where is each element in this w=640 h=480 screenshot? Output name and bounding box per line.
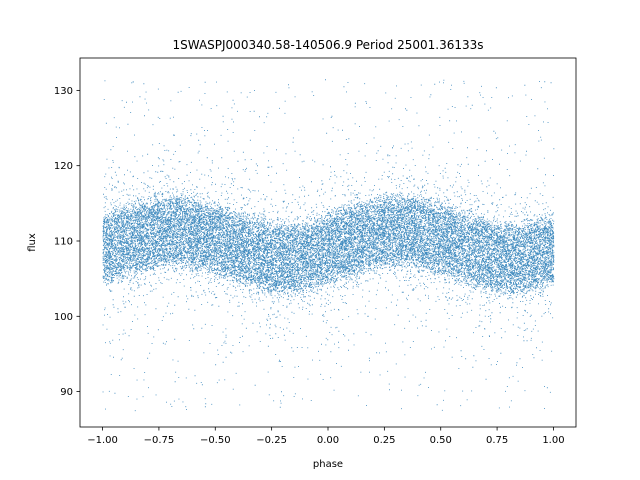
x-axis-label: phase bbox=[313, 459, 343, 470]
x-tick-label: −0.75 bbox=[144, 435, 175, 446]
y-tick-label: 100 bbox=[54, 312, 73, 323]
chart-title: 1SWASPJ000340.58-140506.9 Period 25001.3… bbox=[172, 38, 483, 52]
y-tick-label: 120 bbox=[54, 161, 73, 172]
x-tick-label: 0.00 bbox=[317, 435, 339, 446]
y-axis-label: flux bbox=[27, 233, 38, 252]
x-tick-label: 1.00 bbox=[542, 435, 564, 446]
y-tick-label: 130 bbox=[54, 86, 73, 97]
x-tick-label: −1.00 bbox=[87, 435, 118, 446]
x-tick-label: 0.75 bbox=[486, 435, 508, 446]
y-tick-label: 110 bbox=[54, 236, 73, 247]
scatter-points bbox=[102, 79, 555, 412]
y-axis-ticks: 90 100 110 120 130 bbox=[54, 86, 80, 398]
scatter-point-cloud bbox=[102, 79, 555, 412]
x-tick-label: 0.25 bbox=[373, 435, 395, 446]
x-tick-label: 0.50 bbox=[430, 435, 452, 446]
x-tick-label: −0.50 bbox=[200, 435, 231, 446]
x-tick-label: −0.25 bbox=[256, 435, 287, 446]
x-axis-ticks: −1.00 −0.75 −0.50 −0.25 0.00 0.25 0.50 0.75 1.00 bbox=[87, 427, 565, 446]
y-tick-label: 90 bbox=[60, 387, 73, 398]
